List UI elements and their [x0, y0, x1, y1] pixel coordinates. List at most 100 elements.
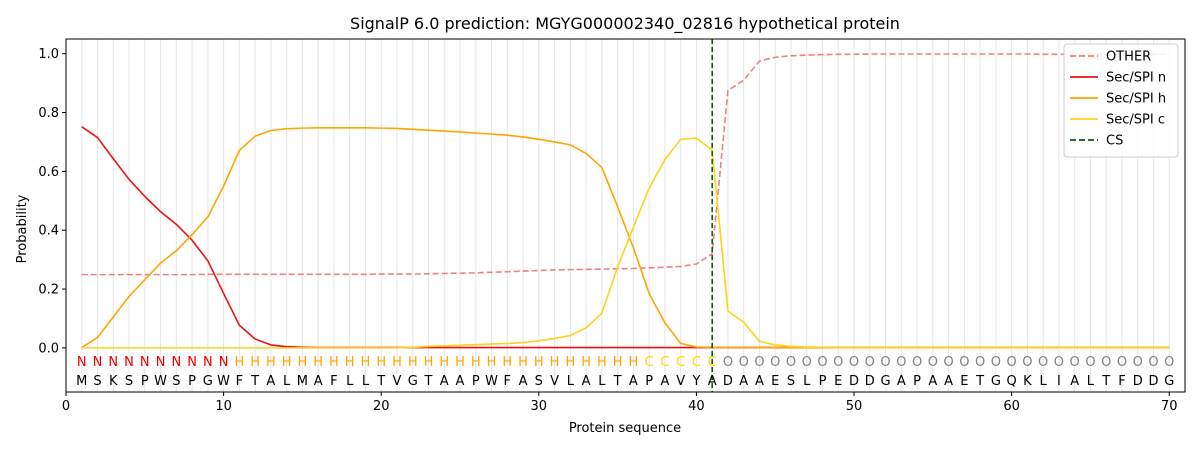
residue-label: S: [93, 374, 101, 389]
region-label: H: [471, 355, 481, 370]
region-label: O: [1022, 355, 1032, 370]
residue-label: G: [881, 374, 891, 389]
residue-label: A: [928, 374, 937, 389]
residue-label: W: [154, 374, 167, 389]
region-label: C: [692, 355, 701, 370]
residue-label: T: [975, 374, 984, 389]
residue-label: D: [1133, 374, 1143, 389]
residue-label: V: [393, 374, 402, 389]
residue-label: D: [723, 374, 733, 389]
residue-label: G: [991, 374, 1001, 389]
residue-label: M: [297, 374, 308, 389]
x-tick-label: 0: [62, 399, 70, 414]
legend-entry: Sec/SPI n: [1106, 71, 1166, 86]
region-label: O: [817, 355, 827, 370]
residue-label: F: [330, 374, 337, 389]
residue-label: A: [519, 374, 528, 389]
region-label: H: [597, 355, 607, 370]
y-axis-label: Probability: [15, 194, 30, 263]
region-label: O: [1101, 355, 1111, 370]
region-label: H: [329, 355, 339, 370]
legend-box: [1063, 43, 1179, 158]
region-label: O: [1054, 355, 1064, 370]
y-tick-label: 0.4: [38, 224, 59, 239]
x-tick-label: 70: [1161, 399, 1178, 414]
residue-label: A: [314, 374, 323, 389]
region-label: O: [943, 355, 953, 370]
legend-entry: Sec/SPI h: [1106, 92, 1166, 107]
y-tick-label: 1.0: [38, 47, 59, 62]
region-label: H: [502, 355, 512, 370]
region-label: O: [1117, 355, 1127, 370]
region-label: H: [361, 355, 371, 370]
x-tick-label: 50: [846, 399, 863, 414]
residue-label: M: [76, 374, 87, 389]
region-label: O: [833, 355, 843, 370]
x-axis-label: Protein sequence: [569, 421, 681, 436]
x-axis-ticks: 0 10 20 30 40 50 60 70: [62, 392, 1178, 414]
residue-label: A: [897, 374, 906, 389]
region-label: O: [754, 355, 764, 370]
region-label: O: [1070, 355, 1080, 370]
residue-label: K: [1023, 374, 1032, 389]
region-label: O: [1148, 355, 1158, 370]
residue-label: D: [849, 374, 859, 389]
residue-label: L: [283, 374, 291, 389]
residue-label: A: [755, 374, 764, 389]
region-label: N: [77, 355, 87, 370]
residue-label: P: [472, 374, 480, 389]
region-label: H: [439, 355, 449, 370]
residue-label: L: [567, 374, 575, 389]
region-label: H: [266, 355, 276, 370]
region-label: O: [723, 355, 733, 370]
region-label: H: [376, 355, 386, 370]
region-label: N: [203, 355, 213, 370]
residue-label: L: [598, 374, 606, 389]
grid-lines: [81, 39, 1170, 392]
region-label: H: [613, 355, 623, 370]
region-label: O: [786, 355, 796, 370]
region-label: H: [518, 355, 528, 370]
x-tick-label: 30: [531, 399, 548, 414]
region-label: N: [140, 355, 150, 370]
residue-label: G: [1164, 374, 1174, 389]
residue-label: S: [125, 374, 133, 389]
region-label: O: [849, 355, 859, 370]
residue-label: W: [217, 374, 230, 389]
residue-label: T: [1101, 374, 1110, 389]
y-tick-label: 0.8: [38, 106, 59, 121]
region-label: H: [534, 355, 544, 370]
residue-label: Q: [1007, 374, 1017, 389]
residue-label: D: [865, 374, 875, 389]
residue-label: P: [188, 374, 196, 389]
residue-label: A: [708, 374, 717, 389]
legend-entry: Sec/SPI c: [1106, 113, 1165, 128]
residue-label: T: [613, 374, 622, 389]
residue-label: L: [803, 374, 811, 389]
legend-entry: CS: [1106, 134, 1123, 149]
region-label: O: [802, 355, 812, 370]
region-label: C: [676, 355, 685, 370]
region-label: N: [156, 355, 166, 370]
region-label: H: [234, 355, 244, 370]
residue-label: F: [504, 374, 511, 389]
chart-title: SignalP 6.0 prediction: MGYG000002340_02…: [350, 14, 900, 34]
residue-label: P: [645, 374, 653, 389]
residue-label: T: [424, 374, 433, 389]
series-line-other: [81, 53, 1170, 276]
region-label: H: [581, 355, 591, 370]
region-label: O: [928, 355, 938, 370]
region-label: C: [708, 355, 717, 370]
region-label: H: [282, 355, 292, 370]
region-label: O: [912, 355, 922, 370]
residue-label: L: [1040, 374, 1048, 389]
series-layer: [81, 39, 1170, 392]
region-label: O: [865, 355, 875, 370]
region-label: H: [313, 355, 323, 370]
residue-label: T: [376, 374, 385, 389]
residue-label: E: [834, 374, 842, 389]
residue-label: P: [913, 374, 921, 389]
series-line-sec-spi-h: [81, 127, 1170, 349]
region-label: H: [565, 355, 575, 370]
